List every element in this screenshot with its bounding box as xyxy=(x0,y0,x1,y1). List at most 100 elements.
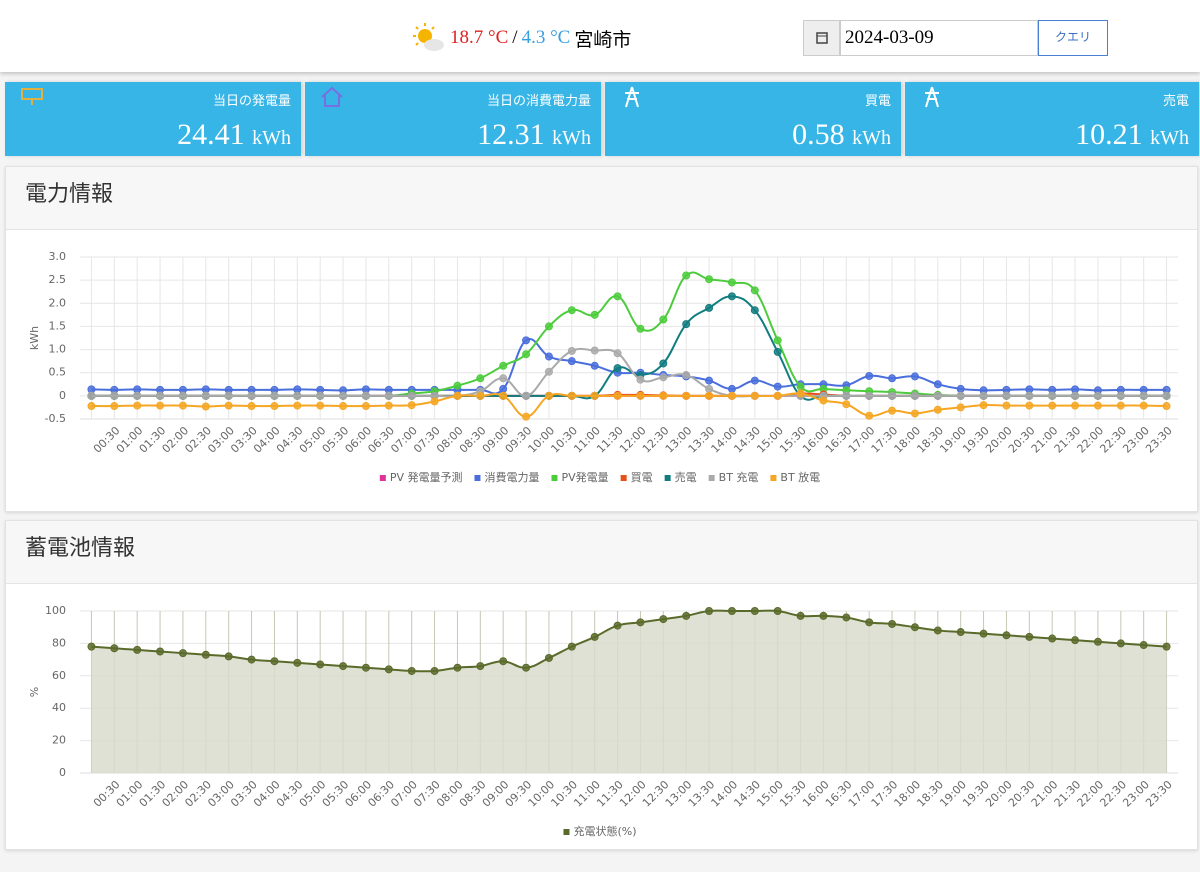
point xyxy=(956,384,965,393)
y-tick-label: 3.0 xyxy=(49,250,67,263)
point xyxy=(339,391,348,400)
y-tick-label: 1.0 xyxy=(49,343,67,356)
point xyxy=(727,607,736,615)
point xyxy=(1048,634,1057,643)
point xyxy=(750,286,759,295)
point xyxy=(430,397,439,406)
point xyxy=(613,364,622,373)
point xyxy=(659,315,668,324)
point xyxy=(361,402,370,411)
point xyxy=(407,401,416,410)
point xyxy=(224,401,233,410)
point xyxy=(133,385,142,394)
point xyxy=(979,629,988,638)
card-label: 売電 xyxy=(1162,94,1189,109)
point xyxy=(110,402,119,411)
point xyxy=(1048,391,1057,400)
legend-label: 買電 xyxy=(631,471,653,484)
point xyxy=(544,653,553,662)
temp-low: 4.3 °C xyxy=(521,27,571,48)
point xyxy=(842,400,851,409)
legend-label: PV発電量 xyxy=(561,470,608,484)
point xyxy=(87,391,96,400)
point xyxy=(567,346,576,355)
calendar-icon[interactable] xyxy=(803,20,840,56)
point xyxy=(339,662,348,671)
point xyxy=(705,391,714,400)
point xyxy=(384,401,393,410)
point xyxy=(1002,631,1011,640)
card-value-row: 24.41 kWh xyxy=(177,118,291,152)
point xyxy=(888,374,897,383)
point xyxy=(796,389,805,398)
point xyxy=(773,607,782,615)
y-tick-label: 60 xyxy=(52,669,66,682)
point xyxy=(796,382,805,391)
y-axis-label: % xyxy=(28,687,41,697)
point xyxy=(956,391,965,400)
point xyxy=(293,391,302,400)
point xyxy=(156,647,165,656)
point xyxy=(773,391,782,400)
card-unit: kWh xyxy=(1150,127,1189,149)
point xyxy=(636,618,645,627)
point xyxy=(910,409,919,418)
point xyxy=(910,391,919,400)
point xyxy=(1162,391,1171,400)
point xyxy=(87,402,96,411)
point xyxy=(293,401,302,410)
point xyxy=(476,662,485,671)
point xyxy=(796,611,805,620)
card: 売電 10.21 kWh xyxy=(905,82,1199,156)
point xyxy=(727,384,736,393)
point xyxy=(407,391,416,400)
point xyxy=(865,411,874,420)
point xyxy=(567,391,576,400)
legend-label: 充電状態(%) xyxy=(573,824,636,838)
query-button[interactable]: クエリ xyxy=(1038,20,1108,56)
point xyxy=(476,374,485,383)
point xyxy=(682,611,691,620)
point xyxy=(979,391,988,400)
point xyxy=(1116,401,1125,410)
card-label: 買電 xyxy=(864,94,891,109)
point xyxy=(933,626,942,635)
card-icon xyxy=(21,88,43,105)
point xyxy=(1002,401,1011,410)
point xyxy=(682,320,691,329)
point xyxy=(933,391,942,400)
point xyxy=(750,376,759,385)
point xyxy=(1162,402,1171,411)
point xyxy=(1071,636,1080,645)
point xyxy=(727,292,736,301)
point xyxy=(316,660,325,669)
point xyxy=(1002,391,1011,400)
point xyxy=(361,391,370,400)
point xyxy=(1139,391,1148,400)
point xyxy=(499,374,508,383)
point xyxy=(224,391,233,400)
point xyxy=(636,324,645,333)
point xyxy=(156,391,165,400)
date-input[interactable]: 2024-03-09 xyxy=(840,20,1038,56)
point xyxy=(476,391,485,400)
point xyxy=(110,644,119,653)
point xyxy=(293,658,302,667)
point xyxy=(293,385,302,394)
point xyxy=(705,607,714,615)
x-tick-label: 23:30 xyxy=(1143,424,1175,456)
point xyxy=(567,642,576,651)
line xyxy=(91,271,1167,398)
point xyxy=(453,381,462,390)
point xyxy=(178,401,187,410)
point xyxy=(567,306,576,315)
legend-label: 売電 xyxy=(675,471,697,484)
card-unit: kWh xyxy=(852,127,891,149)
point xyxy=(522,412,531,421)
point xyxy=(453,663,462,672)
point xyxy=(888,406,897,415)
point xyxy=(133,391,142,400)
weather: 18.7 °C / 4.3 °C 宮崎市 xyxy=(410,22,631,54)
card-unit: kWh xyxy=(252,127,291,149)
